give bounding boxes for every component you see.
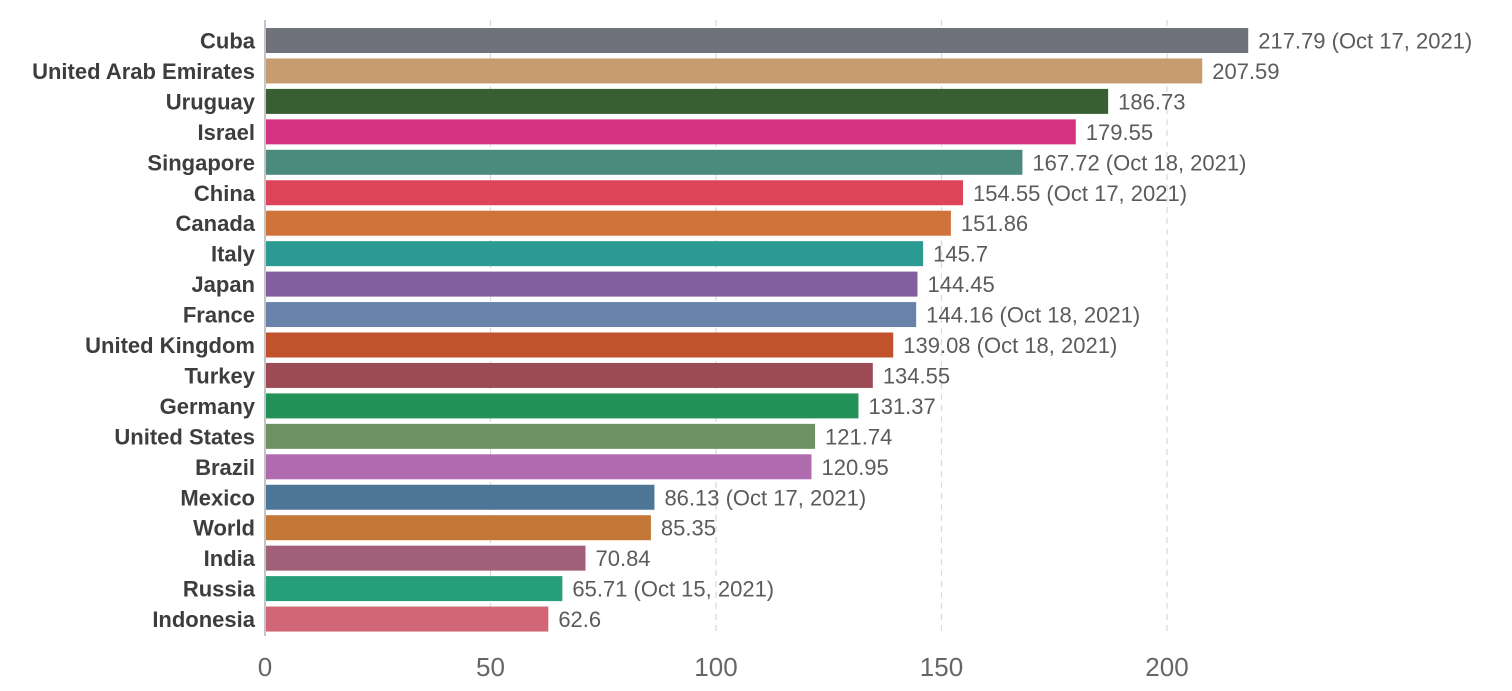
bar: [266, 58, 1203, 84]
value-label: 144.45: [927, 272, 994, 297]
bar: [266, 576, 563, 602]
category-label: United Kingdom: [85, 333, 255, 358]
category-label: Russia: [183, 577, 256, 602]
bar: [266, 241, 924, 267]
category-label: United States: [114, 424, 255, 449]
bar: [266, 606, 549, 632]
value-label: 207.59: [1212, 59, 1279, 84]
value-label: 65.71 (Oct 15, 2021): [572, 577, 774, 602]
category-label: Turkey: [184, 363, 255, 388]
category-label: Mexico: [180, 485, 255, 510]
bars: [266, 28, 1249, 632]
bar: [266, 149, 1023, 175]
x-tick-label: 150: [920, 652, 963, 682]
value-label: 167.72 (Oct 18, 2021): [1032, 150, 1246, 175]
category-label: World: [193, 516, 255, 541]
bar: [266, 484, 655, 510]
category-label: Indonesia: [152, 607, 255, 632]
value-label: 144.16 (Oct 18, 2021): [926, 303, 1140, 328]
category-label: Uruguay: [166, 89, 256, 114]
value-label: 131.37: [868, 394, 935, 419]
value-label: 120.95: [821, 455, 888, 480]
bar: [266, 393, 859, 419]
x-axis-ticks: 0 50 100 150 200: [258, 652, 1189, 682]
value-label: 134.55: [883, 363, 950, 388]
category-label: Cuba: [200, 29, 256, 54]
bar: [266, 210, 951, 236]
category-label: India: [204, 546, 256, 571]
category-label: Brazil: [195, 455, 255, 480]
category-label: United Arab Emirates: [32, 59, 255, 84]
bar: [266, 180, 964, 206]
value-label: 179.55: [1086, 120, 1153, 145]
category-label: Singapore: [147, 150, 255, 175]
category-label: Japan: [191, 272, 255, 297]
bar: [266, 515, 651, 541]
bar: [266, 302, 917, 328]
value-label: 85.35: [661, 516, 716, 541]
bar: [266, 423, 816, 449]
value-label: 86.13 (Oct 17, 2021): [664, 485, 866, 510]
bar: [266, 454, 812, 480]
category-label: Italy: [211, 242, 256, 267]
bar: [266, 332, 894, 358]
value-label: 186.73: [1118, 89, 1185, 114]
value-label: 62.6: [558, 607, 601, 632]
value-label: 217.79 (Oct 17, 2021): [1258, 29, 1472, 54]
bar: [266, 28, 1249, 53]
x-tick-label: 100: [694, 652, 737, 682]
bar: [266, 545, 586, 571]
value-label: 154.55 (Oct 17, 2021): [973, 181, 1187, 206]
bar: [266, 88, 1109, 114]
category-label: Germany: [160, 394, 256, 419]
category-label: France: [183, 303, 255, 328]
category-label: China: [194, 181, 256, 206]
value-label: 151.86: [961, 211, 1028, 236]
x-tick-label: 50: [476, 652, 505, 682]
value-label: 139.08 (Oct 18, 2021): [903, 333, 1117, 358]
category-label: Canada: [176, 211, 256, 236]
value-label: 121.74: [825, 424, 892, 449]
x-tick-label: 0: [258, 652, 272, 682]
bar: [266, 271, 918, 297]
value-label: 145.7: [933, 242, 988, 267]
category-labels: Cuba United Arab Emirates Uruguay Israel Sin…: [32, 29, 256, 633]
category-label: Israel: [198, 120, 256, 145]
value-label: 70.84: [595, 546, 650, 571]
bar: [266, 362, 873, 388]
value-labels: 217.79 (Oct 17, 2021) 207.59 186.73 179.55 1…: [558, 29, 1472, 633]
bar: [266, 119, 1076, 145]
x-tick-label: 200: [1145, 652, 1188, 682]
